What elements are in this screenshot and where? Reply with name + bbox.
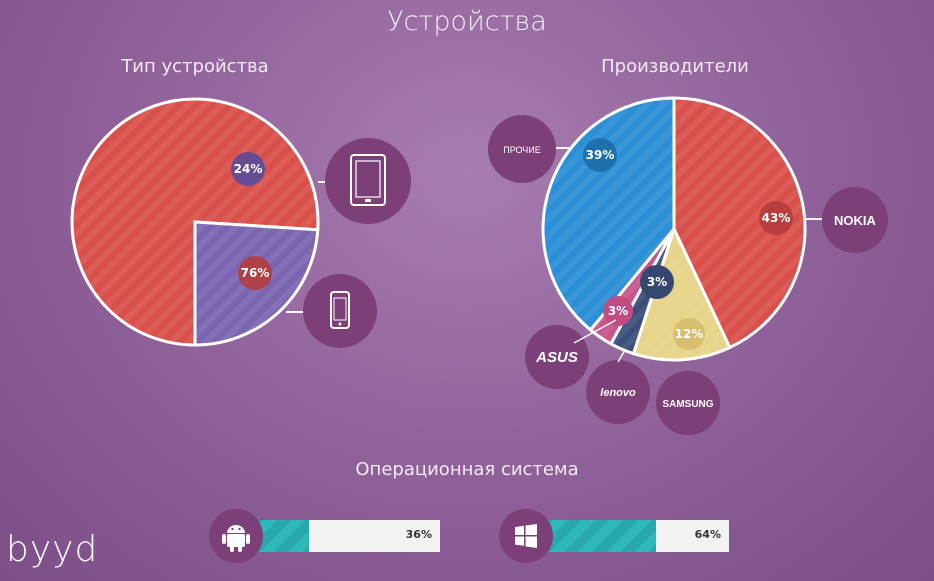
value-bubble [583,138,617,172]
value-bubble [640,265,674,299]
android-icon [222,525,250,552]
os-title: Операционная система [355,459,579,480]
data-label: 76% [241,266,270,280]
brand-label-other: ПРОЧИЕ [503,145,541,155]
value-bubble [759,201,793,235]
android-bar: 36% [235,520,440,552]
data-label: 3% [608,304,628,318]
smartphone-icon [330,291,350,329]
value-bubble [231,152,265,186]
value-bubble [603,296,633,326]
page-title: Устройства [387,6,547,37]
other-badge [488,115,556,183]
android-badge [209,509,263,563]
tablet-icon [350,154,386,206]
data-label: 39% [586,148,615,162]
samsung-badge [656,371,720,435]
windows-bar: 64% [525,520,729,552]
value-bubble [673,318,705,350]
slice-прочие-texture [543,98,674,330]
brand-label-samsung: SAMSUNG [662,399,713,410]
device-type-title: Тип устройства [121,56,269,77]
brand-label-asus: ASUS [535,349,578,366]
slice-samsung-texture [633,229,730,360]
smartphone-badge [303,274,377,348]
nokia-badge [822,187,888,253]
byyd-logo: byyd [6,529,99,570]
slice-nokia-texture [674,98,805,348]
tablet-badge [325,138,411,224]
manufacturers-title: Производители [601,56,749,77]
value-bubble [238,256,272,290]
data-label: 24% [234,162,263,176]
windows-icon [515,524,537,548]
windows-badge [499,509,553,563]
asus-badge [525,325,589,389]
data-label: 3% [647,275,667,289]
brand-label-lenovo: lenovo [600,387,636,399]
android-bar-value: 36% [405,528,432,541]
data-label: 12% [675,327,704,341]
windows-bar-value: 64% [694,528,721,541]
data-label: 43% [762,211,791,225]
lenovo-badge [586,360,650,424]
brand-label-nokia: NOKIA [834,213,877,228]
